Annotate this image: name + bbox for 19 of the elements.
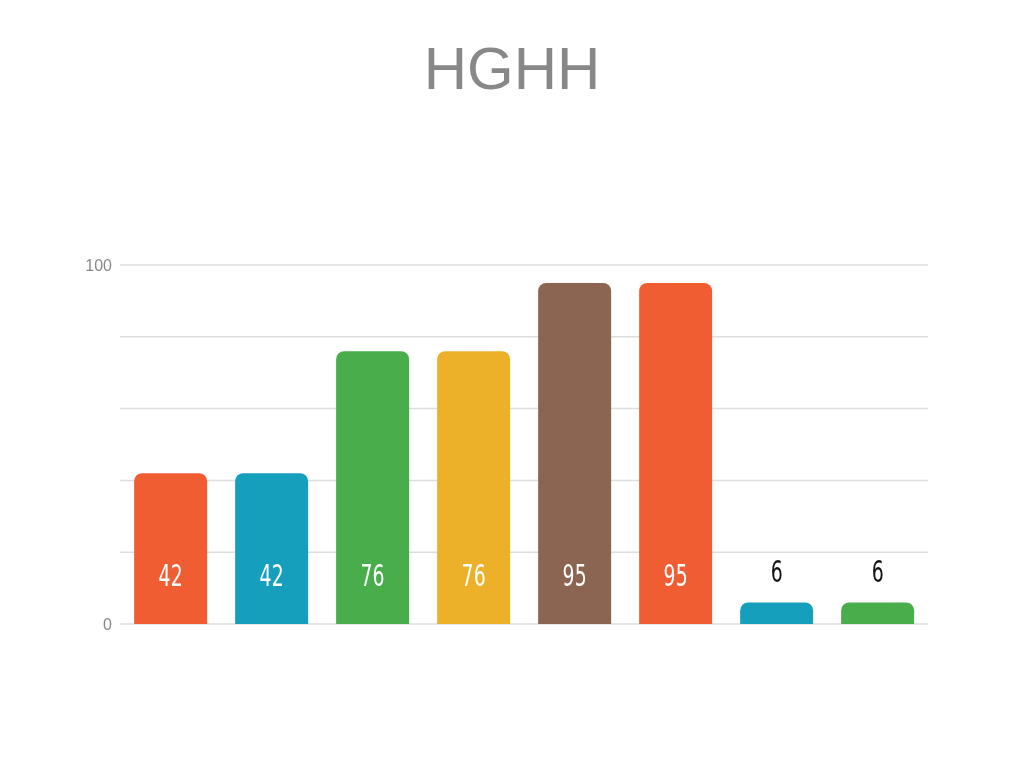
bar: [639, 282, 713, 624]
y-tick-label: 0: [103, 615, 113, 633]
data-label: 76: [461, 558, 486, 593]
data-label: 95: [562, 558, 587, 593]
bar: [336, 351, 410, 624]
bar: [134, 473, 208, 624]
bar: [437, 351, 511, 624]
data-label: 76: [360, 558, 385, 593]
bar: [538, 282, 612, 624]
data-label: 42: [158, 558, 183, 593]
bar: [235, 473, 309, 624]
bar: [841, 602, 915, 624]
data-label: 95: [663, 558, 688, 593]
chart-title: HGHH: [423, 33, 601, 103]
data-label: 6: [871, 554, 884, 590]
data-label: 6: [770, 554, 783, 590]
bar: [740, 602, 814, 624]
data-label: 42: [259, 558, 284, 593]
y-tick-label: 100: [85, 256, 113, 274]
